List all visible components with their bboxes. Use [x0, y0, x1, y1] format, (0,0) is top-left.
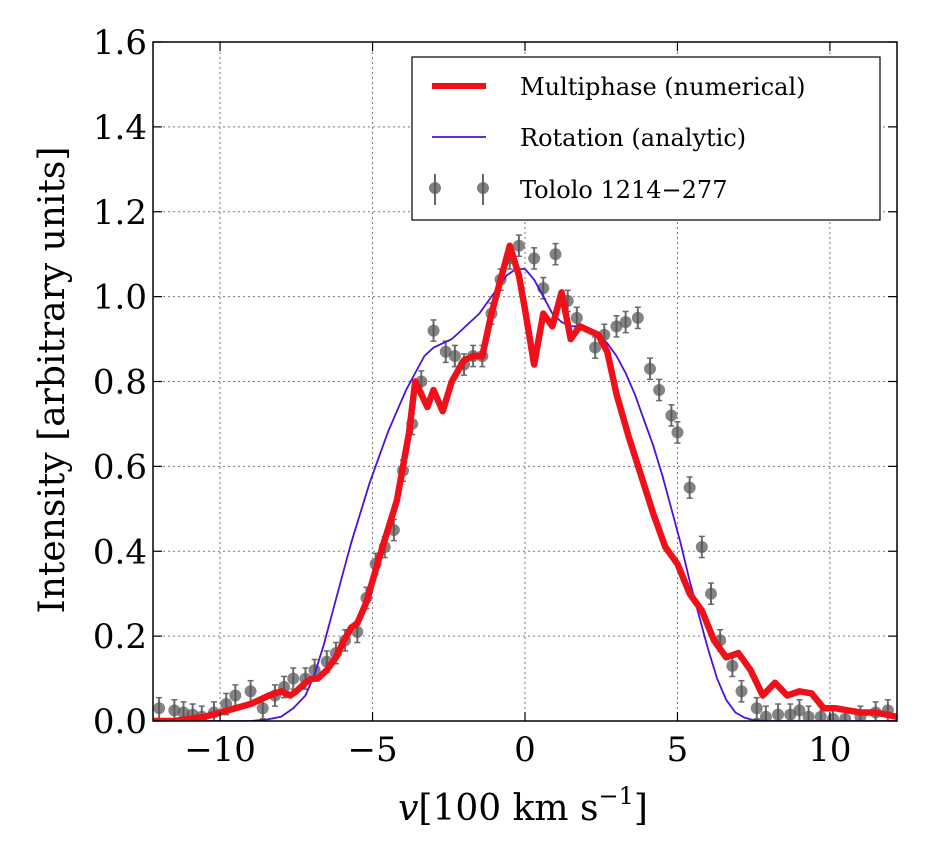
legend-label-tololo: Tololo 1214−277 [520, 176, 727, 204]
tololo-data-point [793, 704, 806, 717]
y-axis-label: Intensity [arbitrary units] [32, 147, 73, 614]
legend-swatch-tololo [429, 174, 489, 205]
tololo-data-point [726, 659, 739, 672]
y-tick-label: 1.6 [93, 23, 147, 63]
tololo-data-point [448, 350, 461, 363]
tololo-data-point [153, 702, 166, 715]
tololo-data-point [665, 409, 678, 422]
y-tick-label: 1.4 [93, 108, 147, 148]
legend-label-rotation: Rotation (analytic) [520, 124, 746, 152]
legend-label-multiphase: Multiphase (numerical) [520, 73, 805, 101]
tololo-data-point [512, 239, 525, 252]
tololo-data-point [644, 362, 657, 375]
tololo-data-point [528, 252, 541, 265]
tololo-data-point [256, 702, 269, 715]
y-tick-label: 1.2 [93, 193, 147, 233]
y-tick-label: 1.0 [93, 278, 147, 318]
tololo-data-point [784, 708, 797, 721]
tololo-data-point [839, 712, 852, 721]
series-group [153, 234, 897, 721]
tololo-data-point [772, 708, 785, 721]
tololo-data-point [695, 541, 708, 554]
x-axis-label: v[100 km s−1] [398, 782, 648, 829]
y-tick-label: 0.0 [93, 702, 147, 742]
x-axis-units: [100 km s [418, 788, 598, 829]
tololo-data-point [439, 345, 452, 358]
tololo-data-point [683, 481, 696, 494]
rotation-analytic-line [153, 268, 897, 721]
x-tick-label: 5 [667, 730, 689, 770]
tololo-data-point [631, 311, 644, 324]
x-tick-labels: −10 −5 0 5 10 [184, 730, 851, 770]
tololo-data-point [735, 685, 748, 698]
x-tick-label: 10 [808, 730, 851, 770]
tololo-data-point [287, 672, 300, 685]
tololo-data-point [177, 706, 190, 719]
tololo-data-point [619, 316, 632, 329]
legend: Multiphase (numerical) Rotation (analyti… [411, 56, 881, 221]
tololo-data-point [826, 712, 839, 721]
tololo-data-point [229, 689, 242, 702]
tololo-data-point [814, 710, 827, 721]
y-tick-label: 0.2 [93, 617, 147, 657]
tick-marks [153, 41, 897, 722]
x-tick-label: 0 [514, 730, 536, 770]
x-axis-exponent: −1 [598, 782, 633, 810]
tololo-data-point [570, 311, 583, 324]
legend-box [411, 56, 881, 221]
y-tick-label: 0.4 [93, 532, 147, 572]
tololo-data-point [759, 710, 772, 721]
tololo-data-point [802, 710, 815, 721]
x-axis-close-bracket: ] [634, 788, 648, 829]
tololo-data-point [671, 426, 684, 439]
tololo-data-point [750, 702, 763, 715]
y-tick-label: 0.8 [93, 363, 147, 403]
x-tick-label: −10 [184, 730, 256, 770]
tololo-data-point [244, 685, 257, 698]
y-tick-labels: 0.0 0.2 0.4 0.6 0.8 1.0 1.2 1.4 1.6 [93, 23, 147, 742]
x-axis-variable: v [398, 788, 418, 829]
x-tick-label: −5 [347, 730, 397, 770]
multiphase-numerical-line [153, 242, 897, 721]
plot-area [153, 234, 897, 721]
tololo-data-point [653, 383, 666, 396]
tololo-data-point [610, 320, 623, 333]
tololo-data-point [427, 324, 440, 337]
tololo-data-point [168, 704, 181, 717]
tololo-data-point [549, 248, 562, 261]
tololo-data-point [705, 587, 717, 600]
tololo-data-point [589, 341, 602, 354]
y-tick-label: 0.6 [93, 447, 147, 487]
